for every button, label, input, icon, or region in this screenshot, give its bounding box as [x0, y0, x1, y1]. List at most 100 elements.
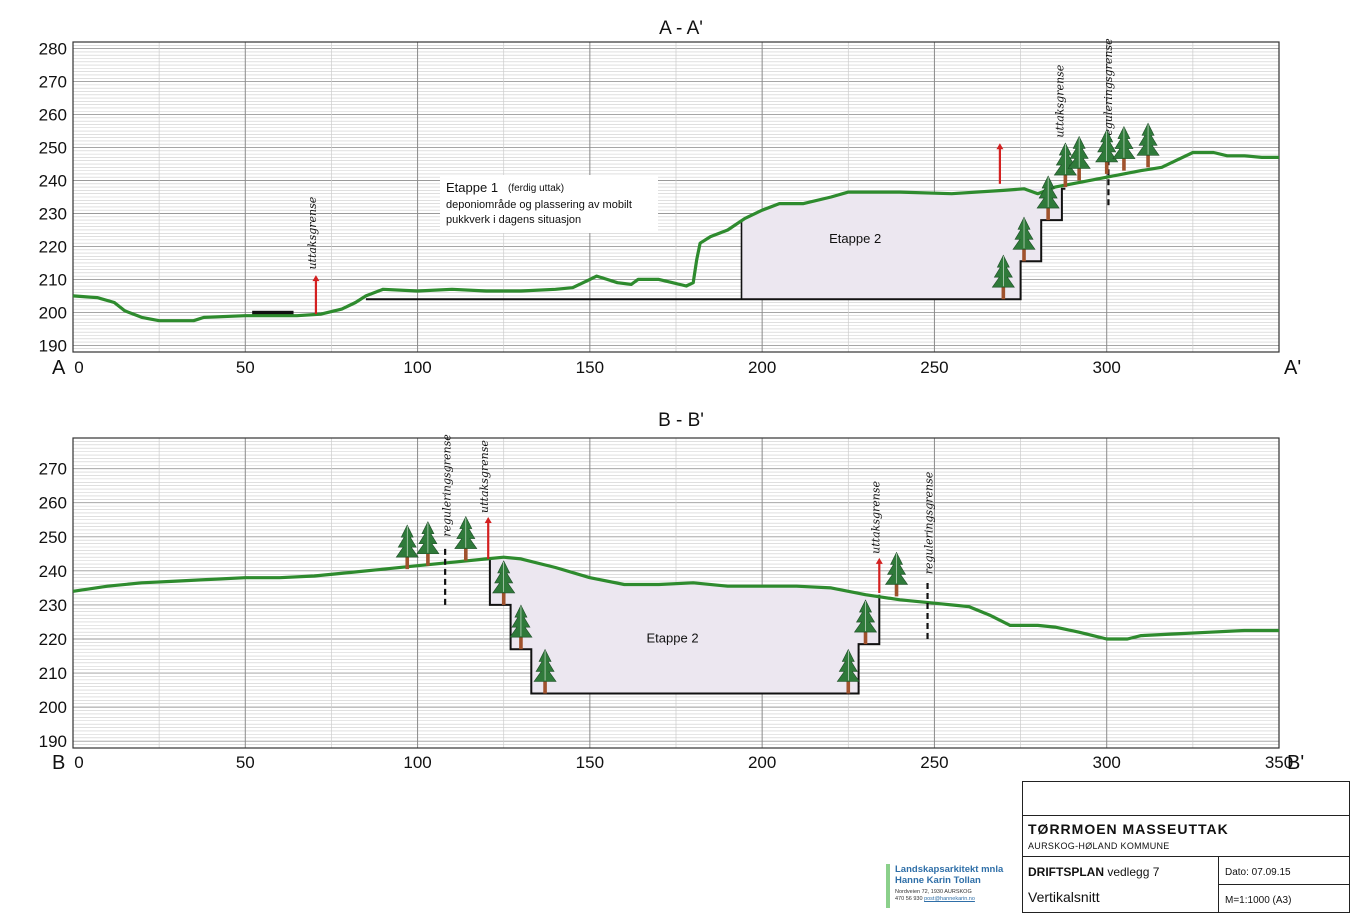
- tree-icon: [1095, 129, 1119, 174]
- tree-icon: [1053, 142, 1077, 188]
- tree-icon: [395, 524, 419, 570]
- extraction-limit-arrowhead: [875, 557, 883, 564]
- x-tick-label: 0: [74, 358, 83, 377]
- y-tick-label: 240: [39, 562, 67, 581]
- y-tick-label: 190: [39, 732, 67, 751]
- tree-icon: [454, 515, 478, 561]
- title-block: TØRRMOEN MASSEUTTAK AURSKOG-HØLAND KOMMU…: [1022, 781, 1350, 913]
- title-block-project-cell: [1022, 815, 1350, 857]
- project-title: TØRRMOEN MASSEUTTAK: [1028, 821, 1229, 837]
- y-tick-label: 230: [39, 204, 67, 223]
- firm-name: Landskapsarkitekt mnla Hanne Karin Tolla…: [895, 864, 1003, 886]
- x-tick-label: 300: [1093, 753, 1121, 772]
- x-tick-label: 0: [74, 753, 83, 772]
- section-b: B - B' 190 200 210 220 230 240 250 260 270 0 50 100…: [39, 410, 1305, 774]
- section-a: A - A' 190 200 210 220 230 240 250 260 270 280 0 50…: [39, 18, 1302, 379]
- x-tick-label: 150: [576, 753, 604, 772]
- tree-icon: [884, 551, 909, 597]
- x-tick-label: 50: [236, 753, 255, 772]
- tree-trunk: [1077, 166, 1081, 181]
- vertical-limit-label: reguleringsgrense: [1102, 38, 1115, 141]
- tree-icon: [1036, 175, 1060, 221]
- title-block-empty-cell: [1022, 781, 1350, 816]
- section-a-start-label: A: [52, 357, 66, 379]
- municipality: AURSKOG-HØLAND KOMMUNE: [1028, 841, 1170, 851]
- tree-icon: [991, 254, 1015, 300]
- section-a-title: A - A': [659, 18, 703, 39]
- extraction-limit-arrowhead: [312, 275, 320, 282]
- excavation-outline: [488, 558, 881, 695]
- x-tick-label: 50: [236, 358, 255, 377]
- firm-name-line-2: Hanne Karin Tollan: [895, 875, 981, 886]
- firm-phone: 470 56 930: [895, 896, 923, 902]
- y-tick-label: 250: [39, 528, 67, 547]
- vertical-limit-label: uttaksgrense: [869, 480, 882, 553]
- date: Dato: 07.09.15: [1225, 867, 1291, 878]
- tree-icon: [416, 521, 440, 566]
- tree-trunk: [426, 551, 430, 566]
- plot-frame: [72, 41, 1280, 353]
- etappe-2-area: [741, 188, 1062, 300]
- tree-icon: [1136, 122, 1160, 168]
- tree-trunk: [1063, 173, 1068, 188]
- plan-reference: DRIFTSPLAN vedlegg 7: [1028, 865, 1159, 879]
- section-b-title: B - B': [658, 410, 704, 431]
- y-tick-label: 220: [39, 237, 67, 256]
- etappe-1-note-line-2: pukkverk i dagens situasjon: [446, 214, 581, 226]
- etappe-2-area: [489, 557, 880, 694]
- section-b-plot: 190 200 210 220 230 240 250 260 270 0 50 100 150 200 2…: [39, 434, 1294, 772]
- tree-trunk: [519, 635, 523, 650]
- terrain-line: [72, 555, 1279, 641]
- firm-accent-bar: [886, 864, 890, 908]
- firm-address: Nordveien 72, 1930 AURSKOG 470 56 930 po…: [895, 889, 975, 903]
- x-tick-label: 200: [748, 753, 776, 772]
- tree-trunk: [1022, 247, 1026, 262]
- sheet-title: Vertikalsnitt: [1028, 889, 1100, 905]
- etappe-1-note-head: Etappe 1: [446, 180, 498, 195]
- tree-trunk: [863, 630, 868, 645]
- tree-trunk: [501, 590, 506, 605]
- firm-email-link[interactable]: post@hannekarin.no: [924, 896, 975, 902]
- extraction-limit-arrowhead: [996, 143, 1004, 150]
- vertical-limit-label: uttaksgrense: [306, 196, 319, 269]
- y-tick-label: 270: [39, 73, 67, 92]
- vertical-limit-label: uttaksgrense: [1054, 64, 1067, 137]
- tree-trunk: [1122, 156, 1126, 171]
- y-tick-label: 210: [39, 270, 67, 289]
- tree-trunk: [846, 679, 851, 694]
- etappe-2-label: Etappe 2: [829, 231, 881, 246]
- vertical-limit-label: reguleringsgrense: [440, 434, 453, 537]
- x-tick-label: 300: [1093, 358, 1121, 377]
- plot-frame: [72, 437, 1280, 749]
- tree-icon: [836, 648, 860, 694]
- y-tick-label: 260: [39, 106, 67, 125]
- extraction-limit-arrowhead: [484, 517, 492, 524]
- tree-icon: [1067, 135, 1091, 181]
- section-b-end-label: B': [1287, 752, 1304, 774]
- tree-trunk: [543, 679, 547, 694]
- firm-street: Nordveien 72, 1930 AURSKOG: [895, 889, 972, 895]
- etappe-2-label: Etappe 2: [647, 630, 699, 645]
- y-tick-label: 200: [39, 698, 67, 717]
- tree-trunk: [464, 546, 468, 561]
- section-a-end-label: A': [1284, 357, 1301, 379]
- y-tick-label: 200: [39, 303, 67, 322]
- tree-icon: [1112, 125, 1136, 171]
- etappe-1-note-line-1: deponiområde og plassering av mobilt: [446, 199, 632, 211]
- tree-icon: [533, 648, 557, 694]
- section-b-start-label: B: [52, 752, 65, 774]
- y-tick-label: 230: [39, 596, 67, 615]
- y-tick-label: 280: [39, 40, 67, 59]
- tree-trunk: [894, 582, 899, 597]
- etappe-1-note: Etappe 1 (ferdig uttak) deponiområde og …: [440, 175, 658, 233]
- x-tick-label: 200: [748, 358, 776, 377]
- terrain-line: [72, 150, 1279, 323]
- y-tick-label: 220: [39, 630, 67, 649]
- y-tick-label: 270: [39, 460, 67, 479]
- x-tick-label: 250: [920, 753, 948, 772]
- y-tick-label: 250: [39, 139, 67, 158]
- vertical-limit-label: uttaksgrense: [478, 440, 491, 513]
- y-tick-label: 260: [39, 494, 67, 513]
- plan-attachment: vedlegg 7: [1104, 865, 1160, 879]
